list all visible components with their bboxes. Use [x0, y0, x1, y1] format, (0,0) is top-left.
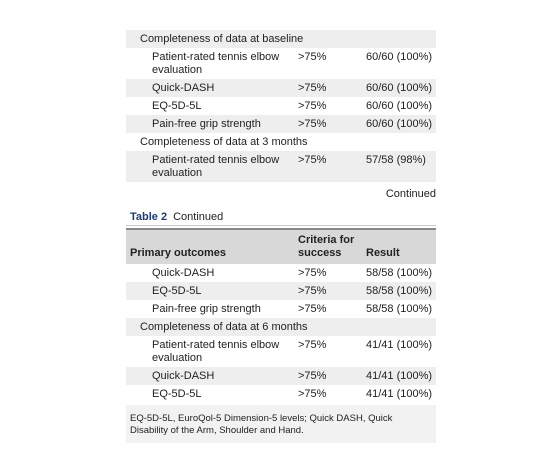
table-caption-text: Continued — [173, 211, 224, 223]
outcome-label: Patient-rated tennis elbow evaluation — [152, 339, 280, 364]
outcome-label: Pain-free grip strength — [152, 118, 261, 130]
result-cell: 60/60 (100%) — [366, 118, 433, 130]
table-row: Patient-rated tennis elbow evaluation >7… — [126, 336, 436, 367]
section-row: Completeness of data at baseline — [126, 30, 436, 48]
table-row: Pain-free grip strength >75% 60/60 (100%… — [126, 115, 436, 133]
criteria-cell: >75% — [298, 285, 327, 297]
table-footnote: EQ-5D-5L, EuroQol-5 Dimension-5 levels; … — [126, 405, 436, 443]
outcome-label: EQ-5D-5L — [152, 388, 202, 400]
section-label: Completeness of data at 6 months — [140, 321, 308, 333]
outcome-label: Pain-free grip strength — [152, 303, 261, 315]
result-cell: 58/58 (100%) — [366, 267, 433, 279]
criteria-cell: >75% — [298, 51, 327, 63]
section-label: Completeness of data at 3 months — [140, 136, 308, 148]
criteria-cell: >75% — [298, 82, 327, 94]
criteria-cell: >75% — [298, 100, 327, 112]
criteria-cell: >75% — [298, 339, 327, 351]
section-row: Completeness of data at 6 months — [126, 318, 436, 336]
table-header: Primary outcomes Criteria for success Re… — [126, 228, 436, 264]
table-number: Table 2 — [130, 211, 168, 223]
outcome-label: Quick-DASH — [152, 370, 215, 382]
outcome-label: EQ-5D-5L — [152, 100, 202, 112]
table-row: Quick-DASH >75% 60/60 (100%) — [126, 79, 436, 97]
outcome-label: Patient-rated tennis elbow evaluation — [152, 154, 280, 179]
result-cell: 60/60 (100%) — [366, 100, 433, 112]
header-primary-outcomes: Primary outcomes — [130, 247, 226, 259]
result-cell: 41/41 (100%) — [366, 388, 433, 400]
table-row: Quick-DASH >75% 58/58 (100%) — [126, 264, 436, 282]
table-row: EQ-5D-5L >75% 41/41 (100%) — [126, 385, 436, 403]
outcome-label: EQ-5D-5L — [152, 285, 202, 297]
criteria-cell: >75% — [298, 303, 327, 315]
table-row: EQ-5D-5L >75% 60/60 (100%) — [126, 97, 436, 115]
outcome-label: Quick-DASH — [152, 267, 215, 279]
result-cell: 60/60 (100%) — [366, 51, 433, 63]
table-row: Pain-free grip strength >75% 58/58 (100%… — [126, 300, 436, 318]
criteria-cell: >75% — [298, 388, 327, 400]
table-row: EQ-5D-5L >75% 58/58 (100%) — [126, 282, 436, 300]
result-cell: 60/60 (100%) — [366, 82, 433, 94]
table-caption: Table 2 Continued — [126, 209, 436, 226]
outcome-label: Patient-rated tennis elbow evaluation — [152, 51, 280, 76]
table-fragment-top: Completeness of data at baseline Patient… — [126, 30, 436, 182]
table-row: Patient-rated tennis elbow evaluation >7… — [126, 151, 436, 182]
result-cell: 41/41 (100%) — [366, 370, 433, 382]
result-cell: 57/58 (98%) — [366, 154, 426, 166]
table-row: Patient-rated tennis elbow evaluation >7… — [126, 48, 436, 79]
outcome-label: Quick-DASH — [152, 82, 215, 94]
header-result: Result — [366, 247, 400, 259]
criteria-cell: >75% — [298, 118, 327, 130]
continued-label: Continued — [385, 188, 436, 200]
header-criteria: Criteria for success — [298, 234, 355, 259]
criteria-cell: >75% — [298, 267, 327, 279]
criteria-cell: >75% — [298, 370, 327, 382]
section-row: Completeness of data at 3 months — [126, 133, 436, 151]
result-cell: 41/41 (100%) — [366, 339, 433, 351]
result-cell: 58/58 (100%) — [366, 285, 433, 297]
result-cell: 58/58 (100%) — [366, 303, 433, 315]
table-2: Table 2 Continued Primary outcomes Criter… — [126, 209, 436, 443]
section-label: Completeness of data at baseline — [140, 33, 304, 45]
criteria-cell: >75% — [298, 154, 327, 166]
table-row: Quick-DASH >75% 41/41 (100%) — [126, 367, 436, 385]
